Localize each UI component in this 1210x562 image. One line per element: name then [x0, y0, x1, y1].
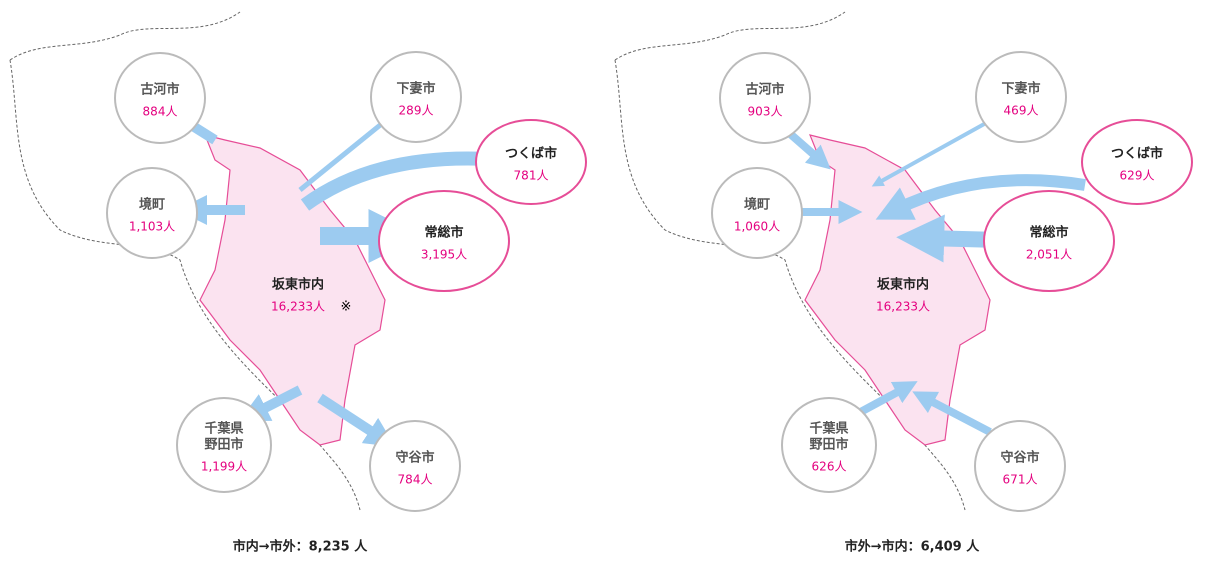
city-circle — [781, 397, 877, 493]
city-count: 781人 — [514, 169, 549, 183]
city-count: 626人 — [812, 460, 847, 474]
caption: 市内→市外：8,235 人 — [233, 539, 369, 555]
city-name: 野田市 — [809, 437, 848, 453]
caption: 市外→市内：6,409 人 — [845, 539, 981, 555]
city-circle — [369, 420, 461, 512]
city-name: 下妻市 — [1001, 81, 1040, 97]
city-count: 903人 — [748, 105, 783, 119]
city-name: 守谷市 — [395, 450, 434, 466]
city-name: つくば市 — [1111, 146, 1163, 162]
city-circle — [378, 190, 510, 292]
city-circle — [974, 420, 1066, 512]
city-count: 629人 — [1120, 169, 1155, 183]
center-note: ※ — [341, 300, 352, 315]
city-circle — [114, 52, 206, 144]
city-circle — [711, 167, 803, 259]
city-circle — [370, 51, 462, 143]
city-count: 784人 — [398, 473, 433, 487]
city-count: 2,051人 — [1026, 248, 1072, 262]
city-count: 1,199人 — [201, 460, 247, 474]
city-name: つくば市 — [505, 146, 557, 162]
city-name: 常総市 — [424, 225, 463, 241]
city-name: 古河市 — [745, 82, 784, 98]
city-count: 671人 — [1003, 473, 1038, 487]
city-name: 千葉県 — [204, 421, 243, 437]
city-count: 1,060人 — [734, 220, 780, 234]
city-count: 1,103人 — [129, 220, 175, 234]
city-circle — [475, 119, 587, 205]
city-name: 境町 — [139, 197, 165, 213]
center-count: 16,233人 — [271, 300, 325, 314]
city-name: 古河市 — [140, 82, 179, 98]
city-circle — [975, 51, 1067, 143]
city-name: 千葉県 — [809, 421, 848, 437]
city-name: 下妻市 — [396, 81, 435, 97]
city-count: 884人 — [143, 105, 178, 119]
city-count: 3,195人 — [421, 248, 467, 262]
city-circle — [983, 190, 1115, 292]
city-count: 469人 — [1004, 104, 1039, 118]
center-count: 16,233人 — [876, 300, 930, 314]
city-name: 常総市 — [1029, 225, 1068, 241]
center-name: 坂東市内 — [877, 277, 929, 293]
city-circle — [1081, 119, 1193, 205]
city-name: 境町 — [744, 197, 770, 213]
city-circle — [176, 397, 272, 493]
city-circle — [106, 167, 198, 259]
city-name: 守谷市 — [1000, 450, 1039, 466]
city-count: 289人 — [399, 104, 434, 118]
city-name: 野田市 — [204, 437, 243, 453]
city-circle — [719, 52, 811, 144]
center-name: 坂東市内 — [272, 277, 324, 293]
